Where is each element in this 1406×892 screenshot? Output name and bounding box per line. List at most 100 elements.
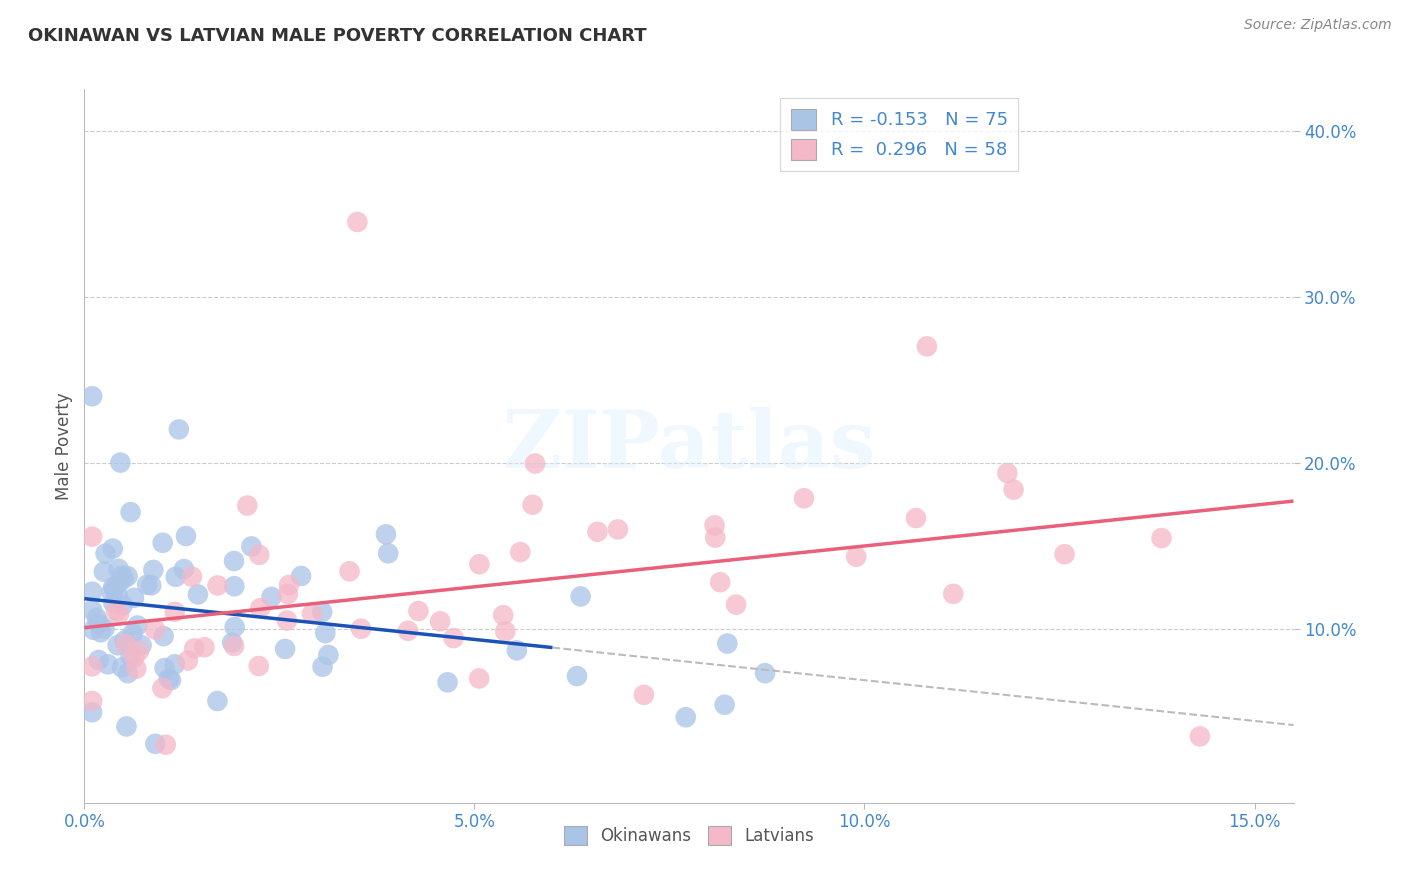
Point [506, 643, 529, 657]
Point [1188, 730, 1211, 744]
Point [82, 530, 104, 544]
Point [127, 618, 149, 632]
Point [89, 616, 111, 631]
Point [117, 666, 139, 681]
Point [429, 615, 451, 629]
Point [108, 607, 131, 621]
Point [143, 737, 166, 751]
Point [793, 491, 815, 506]
Point [107, 562, 129, 576]
Point [103, 582, 125, 596]
Point [150, 681, 173, 696]
Point [224, 579, 246, 593]
Point [494, 624, 516, 639]
Point [247, 548, 270, 562]
Point [193, 640, 215, 655]
Point [247, 659, 270, 673]
Point [522, 498, 544, 512]
Point [290, 569, 312, 583]
Legend: Okinawans, Latvians: Okinawans, Latvians [557, 819, 821, 852]
Point [260, 590, 283, 604]
Point [87, 653, 110, 667]
Point [377, 546, 399, 560]
Point [82, 623, 104, 637]
Point [108, 575, 131, 590]
Point [443, 631, 465, 645]
Point [165, 570, 187, 584]
Point [606, 523, 628, 537]
Point [143, 623, 166, 637]
Point [1053, 547, 1076, 561]
Point [82, 603, 104, 617]
Point [183, 641, 205, 656]
Point [163, 657, 186, 672]
Point [121, 626, 143, 640]
Point [222, 554, 245, 568]
Point [492, 608, 515, 623]
Point [111, 568, 134, 582]
Point [915, 339, 938, 353]
Point [97, 657, 120, 672]
Point [277, 587, 299, 601]
Point [754, 666, 776, 681]
Point [163, 605, 186, 619]
Point [120, 505, 142, 519]
Point [115, 719, 138, 733]
Point [110, 456, 132, 470]
Point [396, 624, 419, 638]
Point [565, 669, 588, 683]
Point [436, 675, 458, 690]
Point [124, 650, 146, 665]
Point [174, 529, 197, 543]
Point [221, 635, 243, 649]
Point [152, 629, 174, 643]
Point [111, 598, 134, 612]
Point [173, 562, 195, 576]
Point [125, 662, 148, 676]
Point [82, 706, 104, 720]
Point [128, 644, 150, 658]
Point [90, 625, 112, 640]
Point [82, 584, 104, 599]
Point [142, 563, 165, 577]
Point [82, 659, 104, 673]
Point [375, 527, 398, 541]
Point [311, 659, 333, 673]
Y-axis label: Male Poverty: Male Poverty [55, 392, 73, 500]
Point [704, 531, 727, 545]
Point [276, 614, 298, 628]
Point [301, 607, 323, 621]
Point [1150, 531, 1173, 545]
Point [346, 215, 368, 229]
Point [93, 565, 115, 579]
Point [713, 698, 735, 712]
Point [509, 545, 531, 559]
Point [100, 585, 122, 599]
Point [107, 589, 129, 603]
Point [318, 648, 340, 662]
Point [314, 626, 336, 640]
Point [675, 710, 697, 724]
Point [112, 572, 135, 586]
Point [107, 638, 129, 652]
Point [224, 639, 246, 653]
Point [153, 661, 176, 675]
Point [224, 620, 246, 634]
Point [716, 636, 738, 650]
Point [1002, 483, 1025, 497]
Point [725, 598, 748, 612]
Point [995, 466, 1018, 480]
Point [167, 422, 190, 436]
Point [311, 605, 333, 619]
Text: Source: ZipAtlas.com: Source: ZipAtlas.com [1244, 18, 1392, 32]
Point [114, 633, 136, 648]
Point [339, 564, 361, 578]
Point [155, 738, 177, 752]
Point [569, 590, 592, 604]
Point [86, 611, 108, 625]
Point [904, 511, 927, 525]
Text: OKINAWAN VS LATVIAN MALE POVERTY CORRELATION CHART: OKINAWAN VS LATVIAN MALE POVERTY CORRELA… [28, 27, 647, 45]
Point [82, 389, 104, 403]
Point [94, 547, 117, 561]
Point [249, 601, 271, 615]
